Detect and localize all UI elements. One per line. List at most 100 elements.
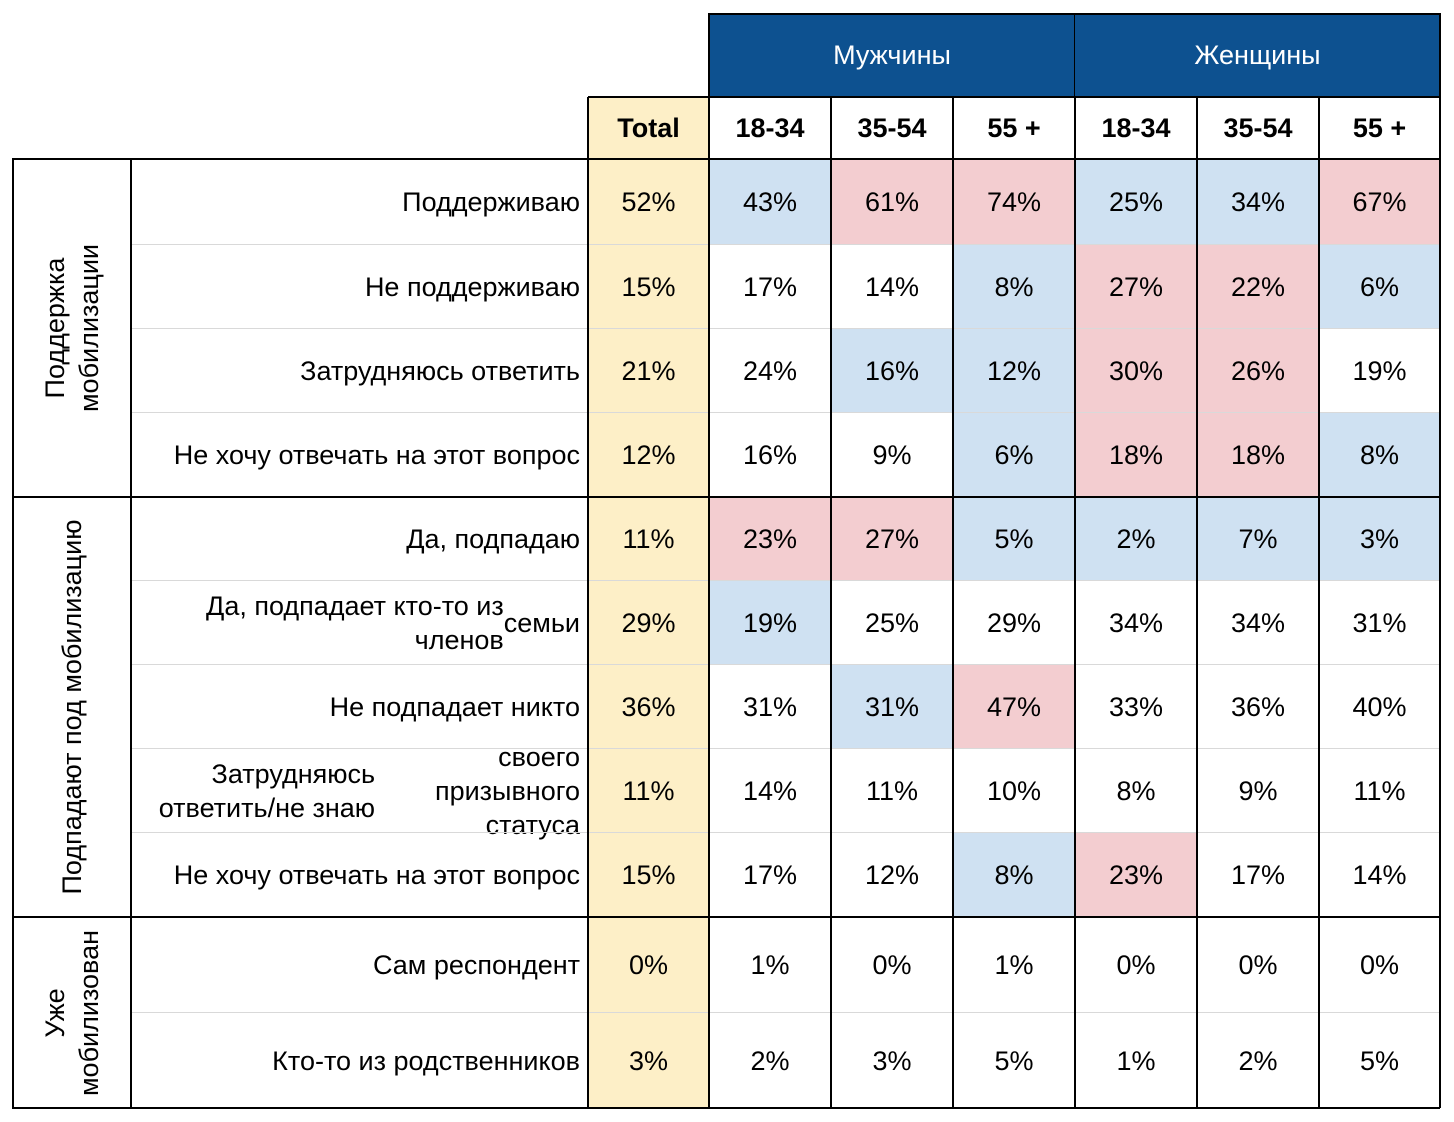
row-label: Затрудняюсь ответить — [300, 356, 580, 386]
table-cell: 26% — [1197, 329, 1319, 413]
table-cell: 12% — [953, 329, 1075, 413]
total-value: 52% — [588, 159, 709, 245]
grid-line — [131, 748, 1440, 749]
table-cell: 74% — [953, 159, 1075, 245]
grid-line — [12, 158, 14, 1108]
grid-line — [131, 664, 1440, 665]
table-cell: 7% — [1197, 497, 1319, 581]
grid-line — [131, 412, 1440, 413]
grid-line — [1074, 13, 1075, 97]
section-label: Подпадают под мобилизацию — [12, 497, 131, 917]
row-label: Не хочу отвечать на этот вопрос — [173, 860, 580, 890]
grid-line — [1318, 97, 1320, 1108]
table-cell: 29% — [986, 608, 1042, 638]
table-cell: 23% — [1075, 833, 1197, 917]
grid-line — [588, 96, 1440, 98]
table-cell: 6% — [1319, 245, 1440, 329]
age-column-header: 35-54 — [857, 113, 927, 143]
table-cell: 11% — [1353, 776, 1406, 806]
table-cell: 31% — [831, 665, 953, 749]
row-label: Поддерживаю — [402, 187, 580, 217]
table-cell: 2% — [1238, 1045, 1278, 1076]
total-value: 3% — [588, 1013, 709, 1108]
total-value: 36% — [588, 665, 709, 749]
grid-line — [130, 159, 132, 1108]
table-cell: 9% — [1238, 776, 1278, 806]
age-column-header: 55 + — [987, 113, 1041, 143]
table-cell: 34% — [1108, 608, 1164, 638]
table-cell: 17% — [1230, 860, 1286, 890]
table-cell: 9% — [872, 440, 912, 470]
table-cell: 14% — [864, 272, 920, 302]
row-label: Сам респондент — [372, 950, 580, 980]
table-cell: 1% — [1116, 1045, 1156, 1076]
table-cell: 17% — [742, 272, 798, 302]
row-label: Затрудняюсь ответить/не знаю своего призы… — [158, 742, 580, 840]
grid-line — [12, 158, 1440, 160]
table-cell: 33% — [1108, 692, 1164, 722]
table-cell: 67% — [1319, 159, 1440, 245]
grid-line — [1074, 97, 1076, 1108]
table-cell: 8% — [1319, 413, 1440, 497]
table-cell: 16% — [742, 440, 798, 470]
grid-line — [708, 13, 710, 159]
total-value: 15% — [588, 245, 709, 329]
table-cell: 34% — [1230, 608, 1286, 638]
age-column-header: 18-34 — [735, 113, 805, 143]
table-cell: 30% — [1075, 329, 1197, 413]
section-label-text: Уже мобилизован — [39, 929, 104, 1096]
table-cell: 5% — [1359, 1045, 1400, 1076]
table-cell: 6% — [953, 413, 1075, 497]
total-value: 11% — [588, 497, 709, 581]
table-cell: 22% — [1197, 245, 1319, 329]
section-label-text: Поддержка мобилизации — [39, 244, 104, 412]
table-cell: 25% — [864, 608, 920, 638]
table-cell: 3% — [872, 1045, 912, 1076]
row-label: Не поддерживаю — [364, 272, 580, 302]
grid-line — [1439, 13, 1441, 1108]
grid-line — [131, 580, 1440, 581]
table-cell: 0% — [1238, 950, 1278, 980]
table-cell: 27% — [831, 497, 953, 581]
grid-line — [12, 1107, 1440, 1109]
total-value: 21% — [588, 329, 709, 413]
table-cell: 8% — [953, 245, 1075, 329]
table-cell: 12% — [864, 860, 920, 890]
total-value: 15% — [588, 833, 709, 917]
grid-line — [131, 244, 1440, 245]
grid-line — [131, 328, 1440, 329]
table-cell: 18% — [1197, 413, 1319, 497]
section-label-text: Подпадают под мобилизацию — [56, 519, 87, 895]
age-column-header: 55 + — [1352, 113, 1407, 143]
table-cell: 14% — [1352, 860, 1407, 890]
table-cell: 2% — [1075, 497, 1197, 581]
row-label: Да, подпадаю — [406, 524, 580, 554]
table-cell: 3% — [1319, 497, 1440, 581]
grid-line — [1196, 97, 1198, 1108]
table-cell: 24% — [742, 356, 798, 386]
row-label: Не подпадает никто — [329, 692, 580, 722]
group-header: Мужчины — [709, 13, 1075, 97]
row-label: Да, подпадает кто-то из членов семьи — [206, 591, 580, 655]
table-cell: 47% — [953, 665, 1075, 749]
group-header: Женщины — [1075, 13, 1440, 97]
table-cell: 31% — [742, 692, 798, 722]
table-cell: 5% — [953, 497, 1075, 581]
total-value: 11% — [588, 749, 709, 833]
total-header: Total — [588, 97, 709, 159]
table-cell: 0% — [872, 950, 912, 980]
row-label: Не хочу отвечать на этот вопрос — [173, 440, 580, 470]
table-cell: 19% — [1352, 356, 1407, 386]
total-value: 12% — [588, 413, 709, 497]
table-cell: 61% — [831, 159, 953, 245]
table-cell: 8% — [1116, 776, 1156, 806]
table-cell: 0% — [1359, 950, 1400, 980]
grid-line — [587, 97, 589, 1108]
table-cell: 27% — [1075, 245, 1197, 329]
table-cell: 43% — [709, 159, 831, 245]
table-cell: 1% — [994, 950, 1034, 980]
table-cell: 19% — [709, 581, 831, 665]
age-column-header: 18-34 — [1101, 113, 1171, 143]
total-value: 0% — [588, 917, 709, 1013]
